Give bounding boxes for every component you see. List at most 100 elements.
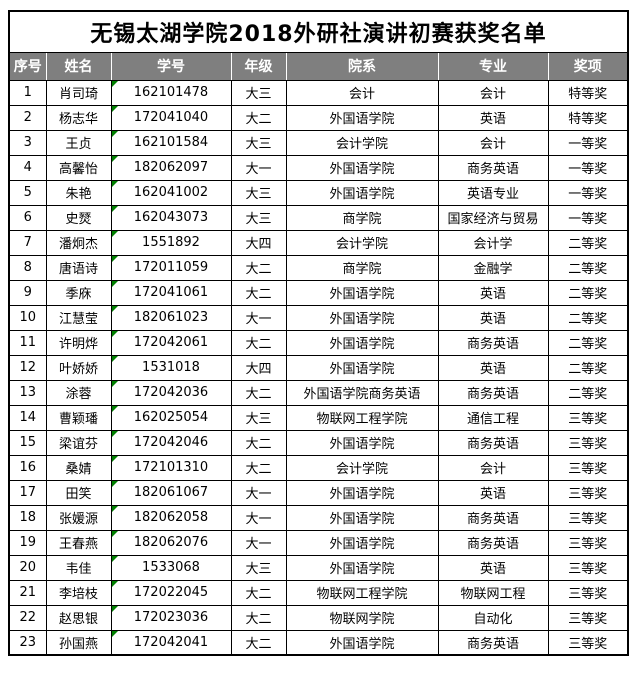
cell-grade: 大二 bbox=[230, 279, 287, 306]
green-corner-flag-icon bbox=[112, 456, 118, 462]
cell-no: 18 bbox=[8, 504, 47, 531]
cell-major: 会计 bbox=[437, 79, 549, 106]
student-id-text: 162043073 bbox=[133, 210, 209, 225]
table-row: 11 许明烨 172042061 大二 外国语学院 商务英语 二等奖 bbox=[8, 329, 629, 356]
student-id-text: 182062076 bbox=[133, 535, 209, 550]
cell-grade: 大一 bbox=[230, 479, 287, 506]
cell-no: 17 bbox=[8, 479, 47, 506]
spreadsheet-area: 无锡太湖学院2018外研社演讲初赛获奖名单 序号 姓名 学号 年级 院系 专业 … bbox=[8, 10, 629, 656]
student-id-text: 162025054 bbox=[133, 410, 209, 425]
cell-name: 李培枝 bbox=[45, 579, 112, 606]
cell-department: 外国语学院 bbox=[285, 304, 439, 331]
cell-student-id: 172022045 bbox=[110, 579, 232, 606]
cell-no: 6 bbox=[8, 204, 47, 231]
cell-department: 会计学院 bbox=[285, 229, 439, 256]
cell-major: 英语 bbox=[437, 554, 549, 581]
cell-name: 桑婧 bbox=[45, 454, 112, 481]
cell-award: 三等奖 bbox=[547, 479, 629, 506]
green-corner-flag-icon bbox=[112, 606, 118, 612]
cell-name: 许明烨 bbox=[45, 329, 112, 356]
cell-major: 商务英语 bbox=[437, 529, 549, 556]
cell-grade: 大二 bbox=[230, 429, 287, 456]
cell-name: 季庥 bbox=[45, 279, 112, 306]
cell-name: 肖司琦 bbox=[45, 79, 112, 106]
table-row: 14 曹颖璠 162025054 大三 物联网工程学院 通信工程 三等奖 bbox=[8, 404, 629, 431]
cell-department: 外国语学院 bbox=[285, 279, 439, 306]
cell-student-id: 162041002 bbox=[110, 179, 232, 206]
cell-award: 二等奖 bbox=[547, 329, 629, 356]
cell-student-id: 1533068 bbox=[110, 554, 232, 581]
cell-department: 商学院 bbox=[285, 204, 439, 231]
table-row: 16 桑婧 172101310 大二 会计学院 会计 三等奖 bbox=[8, 454, 629, 481]
cell-student-id: 172023036 bbox=[110, 604, 232, 631]
cell-department: 会计学院 bbox=[285, 129, 439, 156]
cell-grade: 大三 bbox=[230, 79, 287, 106]
student-id-text: 172042036 bbox=[133, 385, 209, 400]
cell-no: 4 bbox=[8, 154, 47, 181]
table-row: 19 王春燕 182062076 大一 外国语学院 商务英语 三等奖 bbox=[8, 529, 629, 556]
table-row: 2 杨志华 172041040 大二 外国语学院 英语 特等奖 bbox=[8, 104, 629, 131]
cell-no: 8 bbox=[8, 254, 47, 281]
cell-major: 商务英语 bbox=[437, 379, 549, 406]
cell-major: 商务英语 bbox=[437, 629, 549, 656]
cell-grade: 大二 bbox=[230, 629, 287, 656]
cell-name: 孙国燕 bbox=[45, 629, 112, 656]
student-id-text: 162041002 bbox=[133, 185, 209, 200]
cell-grade: 大三 bbox=[230, 204, 287, 231]
cell-no: 12 bbox=[8, 354, 47, 381]
table-row: 15 梁谊芬 172042046 大二 外国语学院 商务英语 三等奖 bbox=[8, 429, 629, 456]
cell-award: 一等奖 bbox=[547, 154, 629, 181]
table-row: 10 江慧莹 182061023 大一 外国语学院 英语 二等奖 bbox=[8, 304, 629, 331]
student-id-text: 172042046 bbox=[133, 435, 209, 450]
student-id-text: 1533068 bbox=[142, 560, 200, 575]
table-row: 5 朱艳 162041002 大三 外国语学院 英语专业 一等奖 bbox=[8, 179, 629, 206]
table-row: 17 田笑 182061067 大一 外国语学院 英语 三等奖 bbox=[8, 479, 629, 506]
cell-student-id: 172042036 bbox=[110, 379, 232, 406]
cell-award: 三等奖 bbox=[547, 629, 629, 656]
cell-grade: 大一 bbox=[230, 154, 287, 181]
cell-grade: 大三 bbox=[230, 554, 287, 581]
column-header-no: 序号 bbox=[8, 51, 47, 81]
green-corner-flag-icon bbox=[112, 81, 118, 87]
cell-student-id: 162101584 bbox=[110, 129, 232, 156]
cell-student-id: 1551892 bbox=[110, 229, 232, 256]
cell-name: 朱艳 bbox=[45, 179, 112, 206]
green-corner-flag-icon bbox=[112, 131, 118, 137]
green-corner-flag-icon bbox=[112, 506, 118, 512]
cell-major: 会计 bbox=[437, 129, 549, 156]
student-id-text: 182062097 bbox=[133, 160, 209, 175]
cell-award: 三等奖 bbox=[547, 504, 629, 531]
green-corner-flag-icon bbox=[112, 281, 118, 287]
table-row: 21 李培枝 172022045 大二 物联网工程学院 物联网工程 三等奖 bbox=[8, 579, 629, 606]
cell-department: 外国语学院 bbox=[285, 504, 439, 531]
cell-name: 张媛源 bbox=[45, 504, 112, 531]
cell-major: 英语专业 bbox=[437, 179, 549, 206]
table-row: 6 史燹 162043073 大三 商学院 国家经济与贸易 一等奖 bbox=[8, 204, 629, 231]
cell-major: 英语 bbox=[437, 354, 549, 381]
cell-student-id: 172042041 bbox=[110, 629, 232, 656]
cell-name: 叶娇娇 bbox=[45, 354, 112, 381]
cell-no: 3 bbox=[8, 129, 47, 156]
student-id-text: 1551892 bbox=[142, 235, 200, 250]
cell-grade: 大三 bbox=[230, 404, 287, 431]
cell-grade: 大四 bbox=[230, 354, 287, 381]
cell-department: 外国语学院 bbox=[285, 354, 439, 381]
cell-no: 7 bbox=[8, 229, 47, 256]
cell-student-id: 182062097 bbox=[110, 154, 232, 181]
cell-grade: 大一 bbox=[230, 504, 287, 531]
cell-student-id: 172101310 bbox=[110, 454, 232, 481]
student-id-text: 162101584 bbox=[133, 135, 209, 150]
table-row: 7 潘炯杰 1551892 大四 会计学院 会计学 二等奖 bbox=[8, 229, 629, 256]
student-id-text: 172023036 bbox=[133, 610, 209, 625]
green-corner-flag-icon bbox=[112, 331, 118, 337]
cell-grade: 大二 bbox=[230, 104, 287, 131]
cell-grade: 大一 bbox=[230, 304, 287, 331]
cell-no: 20 bbox=[8, 554, 47, 581]
cell-name: 江慧莹 bbox=[45, 304, 112, 331]
cell-department: 外国语学院 bbox=[285, 179, 439, 206]
cell-department: 会计学院 bbox=[285, 454, 439, 481]
cell-department: 商学院 bbox=[285, 254, 439, 281]
table-row: 1 肖司琦 162101478 大三 会计 会计 特等奖 bbox=[8, 79, 629, 106]
cell-award: 一等奖 bbox=[547, 204, 629, 231]
cell-no: 14 bbox=[8, 404, 47, 431]
